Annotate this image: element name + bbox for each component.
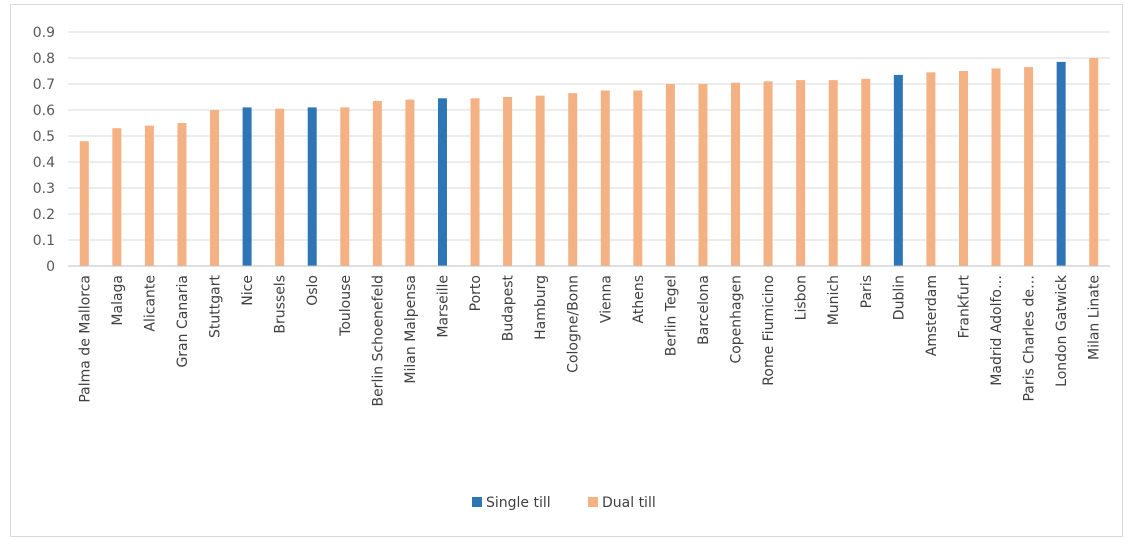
bar-dual-till: [958, 71, 968, 266]
legend-label-dual-till: Dual till: [602, 495, 656, 511]
x-category-label: Hamburg: [533, 275, 549, 340]
x-category-label: Cologne/Bonn: [566, 275, 582, 373]
bar-dual-till: [698, 84, 708, 266]
bar-single-till: [437, 98, 447, 266]
legend-swatch-single-till: [472, 497, 482, 507]
bar-dual-till: [144, 125, 154, 266]
bar-dual-till: [1024, 67, 1034, 266]
bar-dual-till: [665, 84, 675, 266]
chart-frame: [10, 4, 1123, 537]
y-tick-label: 0.8: [33, 51, 55, 67]
x-category-label: Paris Charles de…: [1022, 275, 1038, 402]
x-category-label: Paris: [859, 275, 875, 308]
x-category-label: Athens: [631, 275, 647, 323]
bar-dual-till: [177, 123, 187, 266]
y-tick-label: 0.5: [33, 129, 55, 145]
x-category-label: Marseille: [435, 275, 451, 338]
y-tick-label: 0.2: [33, 207, 55, 223]
bar-dual-till: [79, 141, 89, 266]
bar-dual-till: [112, 128, 122, 266]
x-category-label: Copenhagen: [729, 275, 745, 364]
bar-dual-till: [991, 68, 1001, 267]
bar-dual-till: [633, 90, 643, 266]
x-category-label: Porto: [468, 275, 484, 311]
y-axis-tick-labels: 0 0.1 0.2 0.3 0.4 0.5 0.6 0.7 0.8 0.9: [33, 25, 55, 275]
x-category-label: Vienna: [598, 275, 614, 323]
x-category-label: Alicante: [142, 275, 158, 332]
x-category-label: Barcelona: [696, 275, 712, 345]
x-category-label: Palma de Mallorca: [77, 275, 93, 403]
x-category-label: Berlin Schoenefeld: [370, 275, 386, 407]
y-tick-label: 0: [46, 259, 55, 275]
x-category-label: London Gatwick: [1054, 274, 1070, 387]
y-tick-label: 0.9: [33, 25, 55, 41]
legend: Single till Dual till: [472, 495, 656, 511]
x-category-label: Oslo: [305, 275, 321, 306]
legend-label-single-till: Single till: [486, 495, 551, 511]
legend-swatch-dual-till: [588, 497, 598, 507]
y-tick-label: 0.7: [33, 77, 55, 93]
bar-dual-till: [405, 99, 415, 266]
bar-dual-till: [731, 82, 741, 266]
bar-single-till: [893, 74, 903, 267]
gridlines: [68, 31, 1110, 241]
bar-dual-till: [340, 107, 350, 267]
x-category-label: Madrid Adolfo…: [989, 275, 1005, 386]
y-tick-label: 0.4: [33, 155, 55, 171]
bar-dual-till: [372, 100, 382, 267]
x-category-label: Milan Malpensa: [403, 275, 419, 384]
y-tick-label: 0.1: [33, 233, 55, 249]
x-category-label: Lisbon: [794, 275, 810, 320]
x-category-label: Berlin Tegel: [663, 275, 679, 356]
x-category-label: Malaga: [110, 275, 126, 326]
bar-single-till: [1056, 61, 1066, 267]
bar-dual-till: [210, 110, 220, 266]
y-tick-label: 0.6: [33, 103, 55, 119]
bar-dual-till: [926, 72, 936, 266]
x-category-label: Stuttgart: [208, 275, 224, 338]
bar-dual-till: [470, 98, 480, 266]
bar-dual-till: [796, 80, 806, 266]
x-category-label: Munich: [826, 275, 842, 325]
x-category-label: Rome Fiumicino: [761, 275, 777, 386]
bar-dual-till: [763, 81, 773, 267]
bar-dual-till: [828, 80, 838, 266]
bar-dual-till: [600, 90, 610, 266]
bar-dual-till: [535, 95, 545, 266]
bar-dual-till: [275, 108, 285, 266]
x-category-label: Nice: [240, 275, 256, 306]
x-category-label: Gran Canaria: [175, 275, 191, 368]
x-category-label: Dublin: [891, 275, 907, 320]
x-category-label: Amsterdam: [924, 275, 940, 356]
bar-single-till: [307, 107, 317, 267]
bar-dual-till: [503, 97, 513, 266]
bar-single-till: [242, 107, 252, 267]
x-category-label: Milan Linate: [1087, 275, 1103, 360]
x-category-label: Brussels: [273, 275, 289, 334]
y-tick-label: 0.3: [33, 181, 55, 197]
bars: [79, 58, 1099, 267]
x-category-label: Toulouse: [338, 275, 354, 337]
x-category-label: Frankfurt: [956, 274, 972, 338]
x-category-label: Budapest: [501, 274, 517, 341]
bar-dual-till: [861, 78, 871, 266]
bar-dual-till: [1089, 58, 1099, 266]
x-axis-category-labels: Palma de Mallorca Malaga Alicante Gran Cana…: [77, 274, 1102, 406]
bar-dual-till: [568, 93, 578, 266]
